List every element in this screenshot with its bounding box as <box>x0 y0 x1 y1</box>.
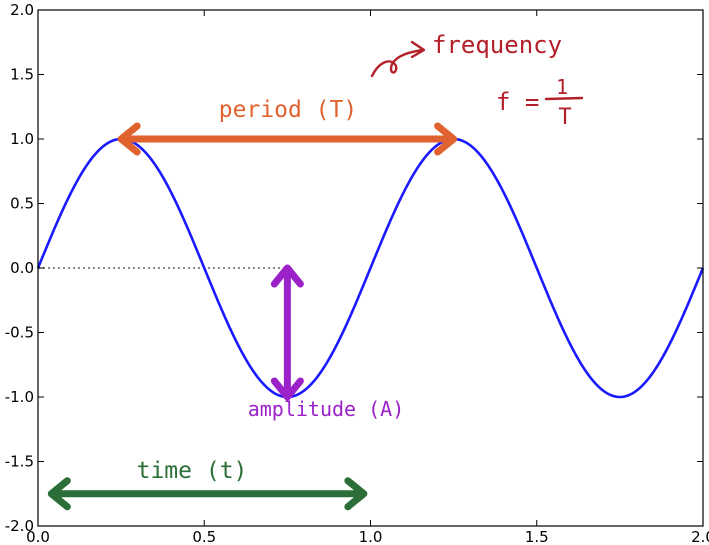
frequency-arrowhead <box>410 40 426 59</box>
frequency-fraction-bar <box>544 96 584 101</box>
y-tick-label: -1.5 <box>5 453 34 471</box>
x-tick-label: 0.0 <box>26 528 50 545</box>
amplitude-annotation: amplitude (A) <box>248 264 405 421</box>
y-tick-label: 2.0 <box>10 1 34 19</box>
frequency-label: frequency <box>432 31 562 59</box>
frequency-formula-lhs: f = <box>496 88 539 116</box>
sine-series-line <box>36 137 705 399</box>
frequency-squiggle-arrow <box>370 48 424 78</box>
frequency-formula-numerator: 1 <box>556 75 568 99</box>
x-tick-label: 2.0 <box>691 528 709 545</box>
y-tick-label: 0.0 <box>10 259 34 277</box>
plot-frame <box>37 9 704 527</box>
y-tick-label: -2.0 <box>5 517 34 535</box>
period-double-arrow <box>117 122 458 156</box>
frequency-formula-denominator: T <box>558 105 571 130</box>
period-annotation: period (T) <box>117 97 458 156</box>
y-tick-label: 1.0 <box>10 130 34 148</box>
y-tick-label: 1.5 <box>10 66 34 84</box>
frequency-note: frequency f = 1 T <box>370 31 584 130</box>
period-label: period (T) <box>219 97 357 123</box>
time-label: time (t) <box>137 458 248 484</box>
time-annotation: time (t) <box>47 458 368 511</box>
x-tick-label: 0.5 <box>192 528 216 545</box>
x-tick-label: 1.0 <box>359 528 383 545</box>
y-tick-label: 0.5 <box>10 195 34 213</box>
time-double-arrow <box>47 477 368 511</box>
amplitude-double-arrow <box>270 264 304 401</box>
y-tick-label: -1.0 <box>5 388 34 406</box>
x-tick-label: 1.5 <box>525 528 549 545</box>
y-tick-label: -0.5 <box>5 324 34 342</box>
amplitude-label: amplitude (A) <box>248 397 405 421</box>
